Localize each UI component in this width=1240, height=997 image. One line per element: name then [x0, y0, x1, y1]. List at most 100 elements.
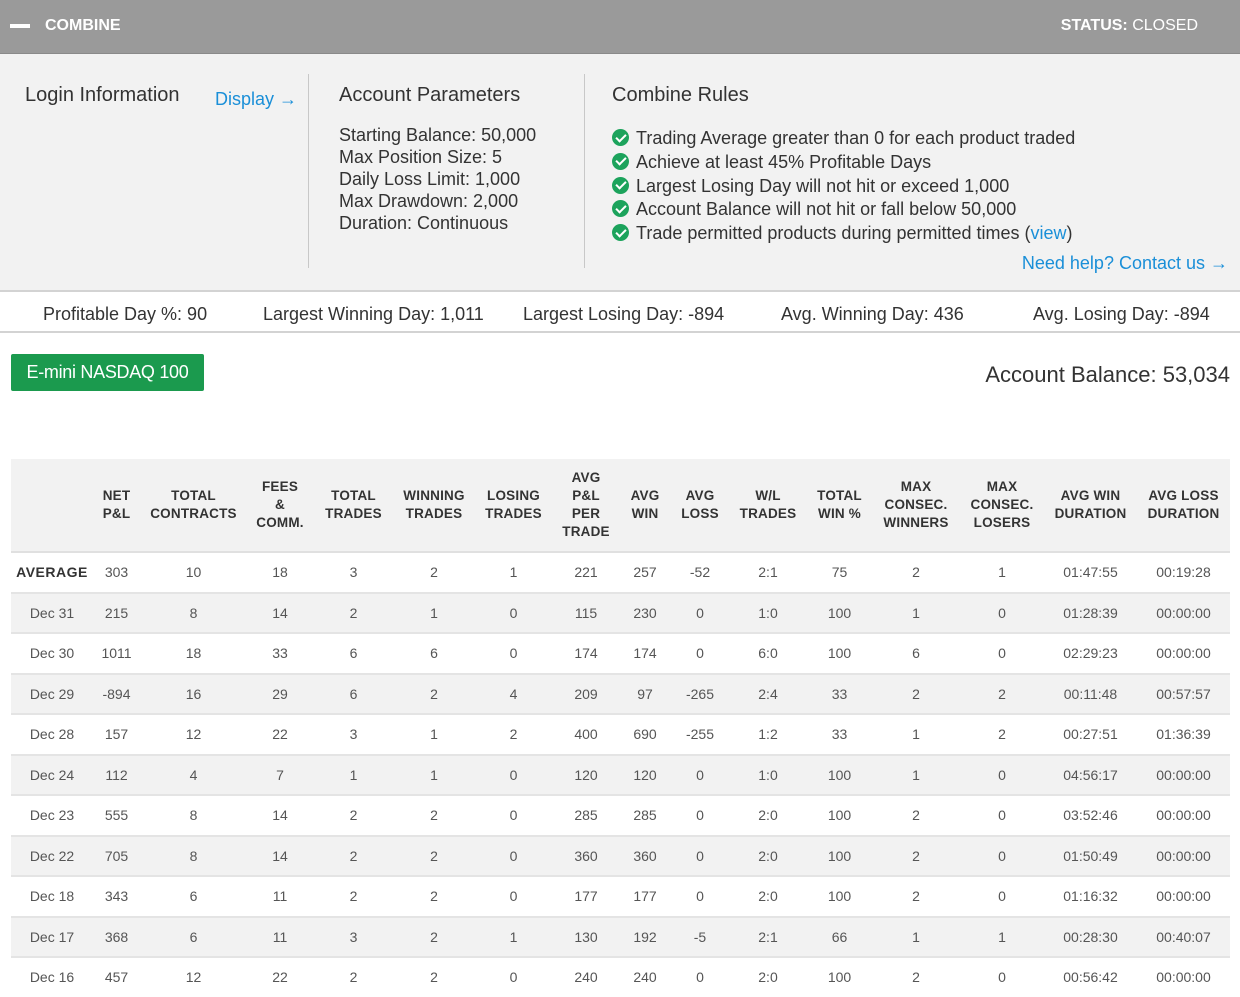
table-cell: 0 — [960, 876, 1044, 918]
column-divider — [584, 74, 585, 268]
table-cell: 29 — [247, 673, 313, 715]
table-cell: 6 — [140, 876, 247, 918]
table-cell: 6 — [313, 673, 394, 715]
collapse-icon[interactable] — [10, 24, 30, 28]
table-row: Dec 29 -894 16 29 6 2 4 209 97 -265 2:4 33 2 2 00:11:4… — [11, 673, 1230, 715]
column-header-line: AVG LOSS — [1148, 488, 1219, 503]
column-header-line: AVG WIN — [1060, 488, 1121, 503]
table-cell: 14 — [247, 835, 313, 877]
view-link[interactable]: view — [1030, 223, 1067, 244]
table-cell: 112 — [93, 754, 140, 796]
rule-text-suffix: ) — [1066, 223, 1073, 244]
table-cell: 8 — [140, 835, 247, 877]
table-row: Dec 24 112 4 7 1 1 0 120 120 0 1:0 100 1 0 04:56:17 00:… — [11, 754, 1230, 796]
table-cell: 285 — [553, 795, 619, 837]
table-cell: 22 — [247, 714, 313, 756]
table-cell: 11 — [247, 876, 313, 918]
table-cell: 12 — [140, 957, 247, 997]
table-cell: 18 — [140, 633, 247, 675]
table-cell: 230 — [619, 592, 671, 634]
row-label: Dec 17 — [11, 916, 93, 958]
table-cell: 0 — [960, 795, 1044, 837]
table-row: Dec 16 457 12 22 2 2 0 240 240 0 2:0 100 2 0 00:56:42 0… — [11, 957, 1230, 997]
column-header-line: AVG — [630, 488, 660, 503]
column-header-line: & — [275, 497, 285, 512]
table-cell: 2:0 — [729, 835, 807, 877]
column-header-line: MAX — [986, 479, 1018, 494]
table-cell: 0 — [671, 754, 729, 796]
table-row: Dec 23 555 8 14 2 2 0 285 285 0 2:0 100 2 0 03:52:46 00… — [11, 795, 1230, 837]
table-cell: 1:0 — [729, 592, 807, 634]
table-cell: 11 — [247, 916, 313, 958]
table-cell: 2 — [872, 957, 960, 997]
table-cell: 192 — [619, 916, 671, 958]
account-parameters-title: Account Parameters — [339, 84, 521, 106]
column-header-line: AVG — [571, 470, 601, 485]
column-header-line: WINNERS — [883, 515, 949, 530]
table-cell: 177 — [553, 876, 619, 918]
table-cell: 690 — [619, 714, 671, 756]
table-cell: 2 — [474, 714, 553, 756]
column-header: NET P&L — [93, 459, 140, 553]
table-cell: 02:29:23 — [1044, 633, 1137, 675]
table-cell: 2 — [960, 714, 1044, 756]
table-cell: 1 — [960, 916, 1044, 958]
table-cell: 0 — [474, 633, 553, 675]
row-label: Dec 24 — [11, 754, 93, 796]
display-link[interactable]: Display → — [215, 89, 298, 109]
column-header: WINNING TRADES — [394, 459, 474, 553]
table-cell: 33 — [807, 714, 872, 756]
table-cell: 100 — [807, 633, 872, 675]
table-cell: 174 — [553, 633, 619, 675]
table-cell: -52 — [671, 552, 729, 594]
table-cell: 0 — [474, 876, 553, 918]
rule-text: Trading Average greater than 0 for each … — [636, 128, 1076, 148]
table-cell: 100 — [807, 795, 872, 837]
check-circle-icon — [612, 152, 629, 170]
table-cell: 00:00:00 — [1137, 592, 1230, 634]
stats-bar: Profitable Day %: 90 Largest Winning Day… — [0, 290, 1240, 333]
info-panel: Login Information Display → Account Para… — [0, 54, 1240, 290]
table-cell: 2 — [394, 835, 474, 877]
table-cell: 2 — [394, 673, 474, 715]
table-cell: 00:00:00 — [1137, 957, 1230, 997]
column-header-line: P&L — [572, 488, 600, 503]
rule-text: Account Balance will not hit or fall bel… — [636, 199, 1017, 220]
table-row: Dec 18 343 6 11 2 2 0 177 177 0 2:0 100 2 0 01:16:32 00… — [11, 876, 1230, 918]
table-cell: 2:0 — [729, 795, 807, 837]
daily-stats-table: NET P&L TOTAL CONTRACTS FEES & COMM. TOTAL TRADE… — [11, 459, 1230, 997]
table-cell: 01:50:49 — [1044, 835, 1137, 877]
column-header-line: TOTAL — [331, 488, 376, 503]
table-cell: 2 — [313, 957, 394, 997]
table-cell: 00:27:51 — [1044, 714, 1137, 756]
table-cell: 8 — [140, 795, 247, 837]
param-max-drawdown: Max Drawdown: 2,000 — [339, 191, 519, 211]
row-label: Dec 23 — [11, 795, 93, 837]
column-header-line: TRADE — [562, 524, 610, 539]
column-header-line: DURATION — [1147, 506, 1220, 521]
table-row: Dec 28 157 12 22 3 1 2 400 690 -255 1:2 33 1 2 00:27:5… — [11, 714, 1230, 756]
table-cell: 705 — [93, 835, 140, 877]
param-starting-balance: Starting Balance: 50,000 — [339, 125, 537, 145]
contact-us-link[interactable]: Need help? Contact us → — [1021, 253, 1228, 273]
table-cell: 0 — [671, 957, 729, 997]
row-label: Dec 31 — [11, 592, 93, 634]
column-header: AVG P&L PER TRADE — [553, 459, 619, 553]
table-cell: 1 — [474, 916, 553, 958]
table-cell: 97 — [619, 673, 671, 715]
table-cell: 66 — [807, 916, 872, 958]
row-label: Dec 22 — [11, 835, 93, 877]
table-cell: 75 — [807, 552, 872, 594]
row-label: Dec 18 — [11, 876, 93, 918]
column-header-line: LOSERS — [973, 515, 1031, 530]
table-cell: 1:0 — [729, 754, 807, 796]
table-cell: 100 — [807, 754, 872, 796]
table-cell: 1 — [313, 754, 394, 796]
table-cell: 177 — [619, 876, 671, 918]
product-button[interactable]: E-mini NASDAQ 100 — [11, 354, 204, 391]
table-cell: 2 — [394, 876, 474, 918]
column-header-line: TRADES — [405, 506, 463, 521]
combine-header: COMBINE STATUS: CLOSED — [0, 0, 1240, 54]
column-header-line: CONTRACTS — [150, 506, 237, 521]
column-header-line: TRADES — [739, 506, 797, 521]
